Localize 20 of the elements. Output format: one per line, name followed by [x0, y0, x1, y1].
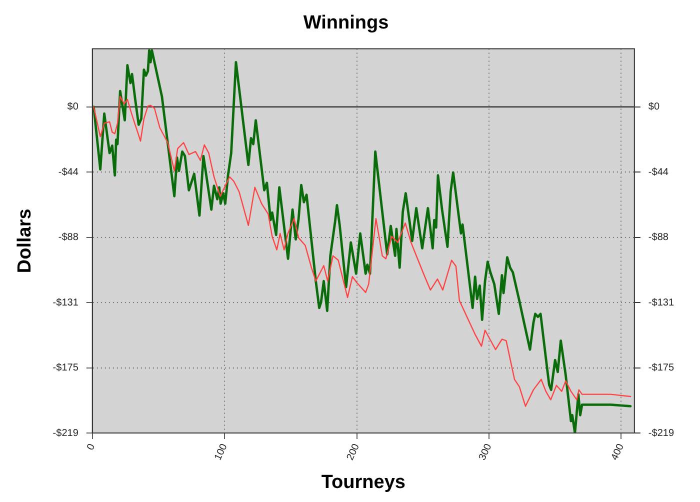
- y-tick-label: -$44: [58, 166, 79, 178]
- y2-tick-label: -$219: [648, 428, 674, 439]
- x-tick-label: 0: [85, 442, 98, 452]
- y2-tick-label: -$88: [648, 232, 669, 244]
- y2-tick-label: -$175: [648, 362, 674, 374]
- y-tick-label: -$88: [58, 232, 79, 244]
- chart-title: Winnings: [303, 12, 389, 34]
- x-tick-label: 200: [344, 442, 362, 462]
- y2-tick-label: -$44: [648, 166, 669, 178]
- y-tick-label: -$219: [52, 428, 79, 439]
- x-axis-title: Tourneys: [321, 472, 406, 493]
- y-axis-title: Dollars: [14, 208, 36, 274]
- y-tick-label: $0: [67, 102, 79, 113]
- y-tick-label: -$175: [52, 362, 79, 374]
- x-tick-label: 400: [609, 442, 627, 462]
- y2-tick-label: -$131: [648, 297, 674, 308]
- x-tick-label: 100: [212, 442, 230, 462]
- y-tick-label: -$131: [52, 297, 79, 308]
- x-tick-label: 300: [477, 442, 494, 462]
- y2-tick-label: $0: [648, 102, 660, 113]
